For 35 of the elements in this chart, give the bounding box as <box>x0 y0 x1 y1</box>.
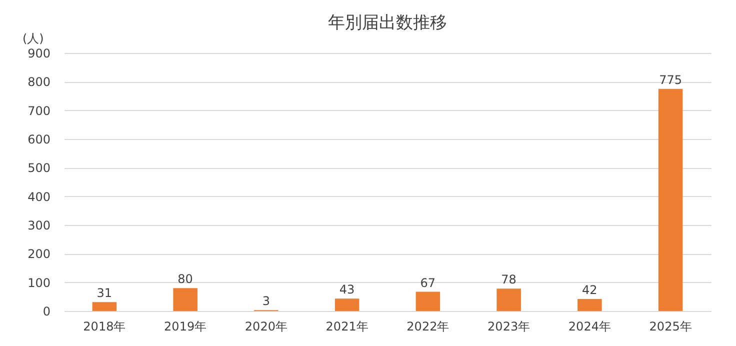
y-tick-label: 400 <box>28 190 50 204</box>
data-label: 775 <box>659 72 682 87</box>
y-axis-title: (人) <box>22 32 44 46</box>
data-label: 3 <box>262 294 270 308</box>
y-tick-label: 500 <box>28 161 50 176</box>
data-label: 43 <box>339 282 355 297</box>
bar <box>416 292 440 311</box>
bar <box>173 288 198 311</box>
x-tick-label: 2022年 <box>406 320 450 334</box>
x-tick-label: 2024年 <box>568 320 611 334</box>
x-tick-label: 2021年 <box>326 320 368 334</box>
y-tick-label: 600 <box>28 132 50 146</box>
x-tick-label: 2020年 <box>244 320 288 334</box>
x-tick-label: 2025年 <box>649 320 692 334</box>
y-tick-label: 800 <box>28 75 50 90</box>
y-tick-label: 200 <box>28 247 50 262</box>
bar <box>578 298 602 311</box>
x-tick-label: 2018年 <box>83 320 126 334</box>
chart-title: 年別届出数推移 <box>328 13 447 33</box>
bar <box>92 302 117 311</box>
data-label: 67 <box>420 276 436 290</box>
data-label: 80 <box>178 272 193 286</box>
y-tick-label: 300 <box>28 218 50 232</box>
data-label: 78 <box>501 272 516 287</box>
x-tick-label: 2023年 <box>488 320 530 334</box>
y-tick-label: 900 <box>28 46 50 60</box>
y-tick-label: 100 <box>28 276 50 290</box>
y-tick-label: 700 <box>28 104 50 118</box>
data-label: 31 <box>96 286 112 300</box>
x-tick-label: 2019年 <box>164 320 207 334</box>
bar <box>658 88 683 311</box>
y-tick-label: 0 <box>42 304 50 318</box>
data-label: 42 <box>582 282 598 297</box>
bar <box>334 298 360 311</box>
bar <box>496 288 521 311</box>
